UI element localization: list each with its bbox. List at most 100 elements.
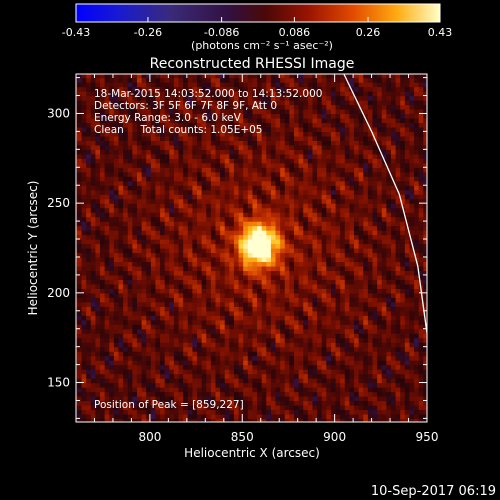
heatmap-cell bbox=[132, 319, 138, 325]
heatmap-cell bbox=[210, 418, 217, 422]
heatmap-cell bbox=[123, 346, 129, 352]
heatmap-cell bbox=[344, 256, 351, 263]
heatmap-cell bbox=[289, 274, 295, 280]
heatmap-cell bbox=[381, 185, 387, 191]
heatmap-cell bbox=[293, 140, 300, 146]
heatmap-cell bbox=[326, 221, 332, 227]
heatmap-cell bbox=[247, 171, 254, 177]
heatmap-cell bbox=[289, 369, 295, 375]
heatmap-cell bbox=[169, 351, 175, 357]
heatmap-cell bbox=[335, 306, 341, 312]
heatmap-cell bbox=[201, 207, 207, 213]
heatmap-cell bbox=[349, 391, 355, 397]
heatmap-cell bbox=[113, 324, 120, 330]
heatmap-cell bbox=[192, 261, 198, 267]
heatmap-cell bbox=[303, 198, 309, 204]
heatmap-cell bbox=[81, 342, 87, 348]
heatmap-cell bbox=[109, 373, 115, 379]
heatmap-cell bbox=[414, 337, 420, 343]
heatmap-cell bbox=[367, 162, 374, 168]
heatmap-cell bbox=[76, 328, 78, 334]
heatmap-cell bbox=[298, 373, 304, 379]
heatmap-cell bbox=[367, 409, 374, 415]
heatmap-cell bbox=[382, 423, 387, 428]
heatmap-cell bbox=[390, 342, 397, 348]
heatmap-cell bbox=[312, 216, 318, 222]
heatmap-cell bbox=[395, 292, 401, 298]
heatmap-cell bbox=[215, 395, 221, 402]
heatmap-cell bbox=[229, 270, 235, 276]
heatmap-cell bbox=[298, 364, 304, 370]
heatmap-cell bbox=[344, 234, 351, 240]
heatmap-cell bbox=[289, 297, 295, 303]
heatmap-cell bbox=[150, 391, 157, 397]
heatmap-cell bbox=[377, 279, 383, 285]
heatmap-cell bbox=[183, 306, 189, 312]
heatmap-cell bbox=[238, 194, 244, 200]
heatmap-cell bbox=[418, 306, 424, 312]
heatmap-cell bbox=[90, 400, 96, 406]
heatmap-cell bbox=[349, 423, 354, 428]
heatmap-cell bbox=[197, 158, 203, 164]
heatmap-cell bbox=[381, 404, 387, 411]
heatmap-cell bbox=[390, 198, 397, 204]
heatmap-cell bbox=[266, 324, 272, 330]
heatmap-cell bbox=[372, 261, 378, 267]
heatmap-cell bbox=[354, 256, 360, 263]
heatmap-cell bbox=[289, 207, 295, 213]
heatmap-cell bbox=[404, 252, 411, 258]
heatmap-cell bbox=[307, 270, 314, 276]
heatmap-cell bbox=[109, 176, 115, 182]
heatmap-cell bbox=[409, 270, 415, 276]
heatmap-cell bbox=[229, 342, 235, 348]
heatmap-cell bbox=[150, 310, 157, 316]
heatmap-cell bbox=[428, 185, 433, 190]
heatmap-cell bbox=[303, 328, 309, 334]
heatmap-cell bbox=[289, 158, 295, 164]
heatmap-cell bbox=[354, 171, 360, 177]
heatmap-cell bbox=[132, 342, 138, 348]
heatmap-cell bbox=[252, 158, 258, 164]
heatmap-cell bbox=[293, 418, 300, 422]
heatmap-cell bbox=[257, 252, 263, 258]
heatmap-cell bbox=[109, 283, 115, 289]
heatmap-cell bbox=[220, 256, 226, 263]
heatmap-cell bbox=[307, 234, 314, 240]
heatmap-cell bbox=[326, 153, 332, 159]
heatmap-cell bbox=[238, 180, 244, 186]
heatmap-cell bbox=[293, 248, 300, 254]
heatmap-cell bbox=[257, 243, 263, 249]
heatmap-cell bbox=[386, 283, 392, 289]
heatmap-cell bbox=[141, 315, 147, 321]
heatmap-cell bbox=[395, 310, 401, 316]
heatmap-cell bbox=[127, 167, 133, 173]
heatmap-cell bbox=[409, 360, 415, 366]
heatmap-cell bbox=[390, 373, 397, 379]
heatmap-cell bbox=[187, 189, 193, 195]
heatmap-cell bbox=[109, 310, 115, 316]
heatmap-cell bbox=[178, 413, 184, 420]
heatmap-cell bbox=[183, 153, 189, 159]
heatmap-cell bbox=[340, 337, 346, 343]
heatmap-cell bbox=[173, 283, 180, 289]
heatmap-cell bbox=[395, 270, 401, 276]
heatmap-cell bbox=[141, 144, 147, 150]
heatmap-cell bbox=[169, 310, 175, 316]
heatmap-cell bbox=[326, 337, 332, 343]
heatmap-cell bbox=[303, 274, 309, 280]
heatmap-cell bbox=[118, 221, 124, 227]
heatmap-cell bbox=[266, 265, 272, 272]
heatmap-cell bbox=[252, 391, 258, 397]
heatmap-cell bbox=[330, 301, 337, 307]
heatmap-cell bbox=[169, 292, 175, 298]
heatmap-cell bbox=[330, 153, 337, 159]
heatmap-cell bbox=[275, 346, 281, 352]
heatmap-cell bbox=[141, 413, 147, 420]
heatmap-cell bbox=[330, 167, 337, 173]
heatmap-cell bbox=[330, 400, 337, 406]
heatmap-cell bbox=[127, 351, 133, 357]
heatmap-cell bbox=[118, 418, 124, 422]
heatmap-cell bbox=[95, 369, 101, 375]
heatmap-cell bbox=[201, 216, 207, 222]
heatmap-cell bbox=[150, 301, 157, 307]
